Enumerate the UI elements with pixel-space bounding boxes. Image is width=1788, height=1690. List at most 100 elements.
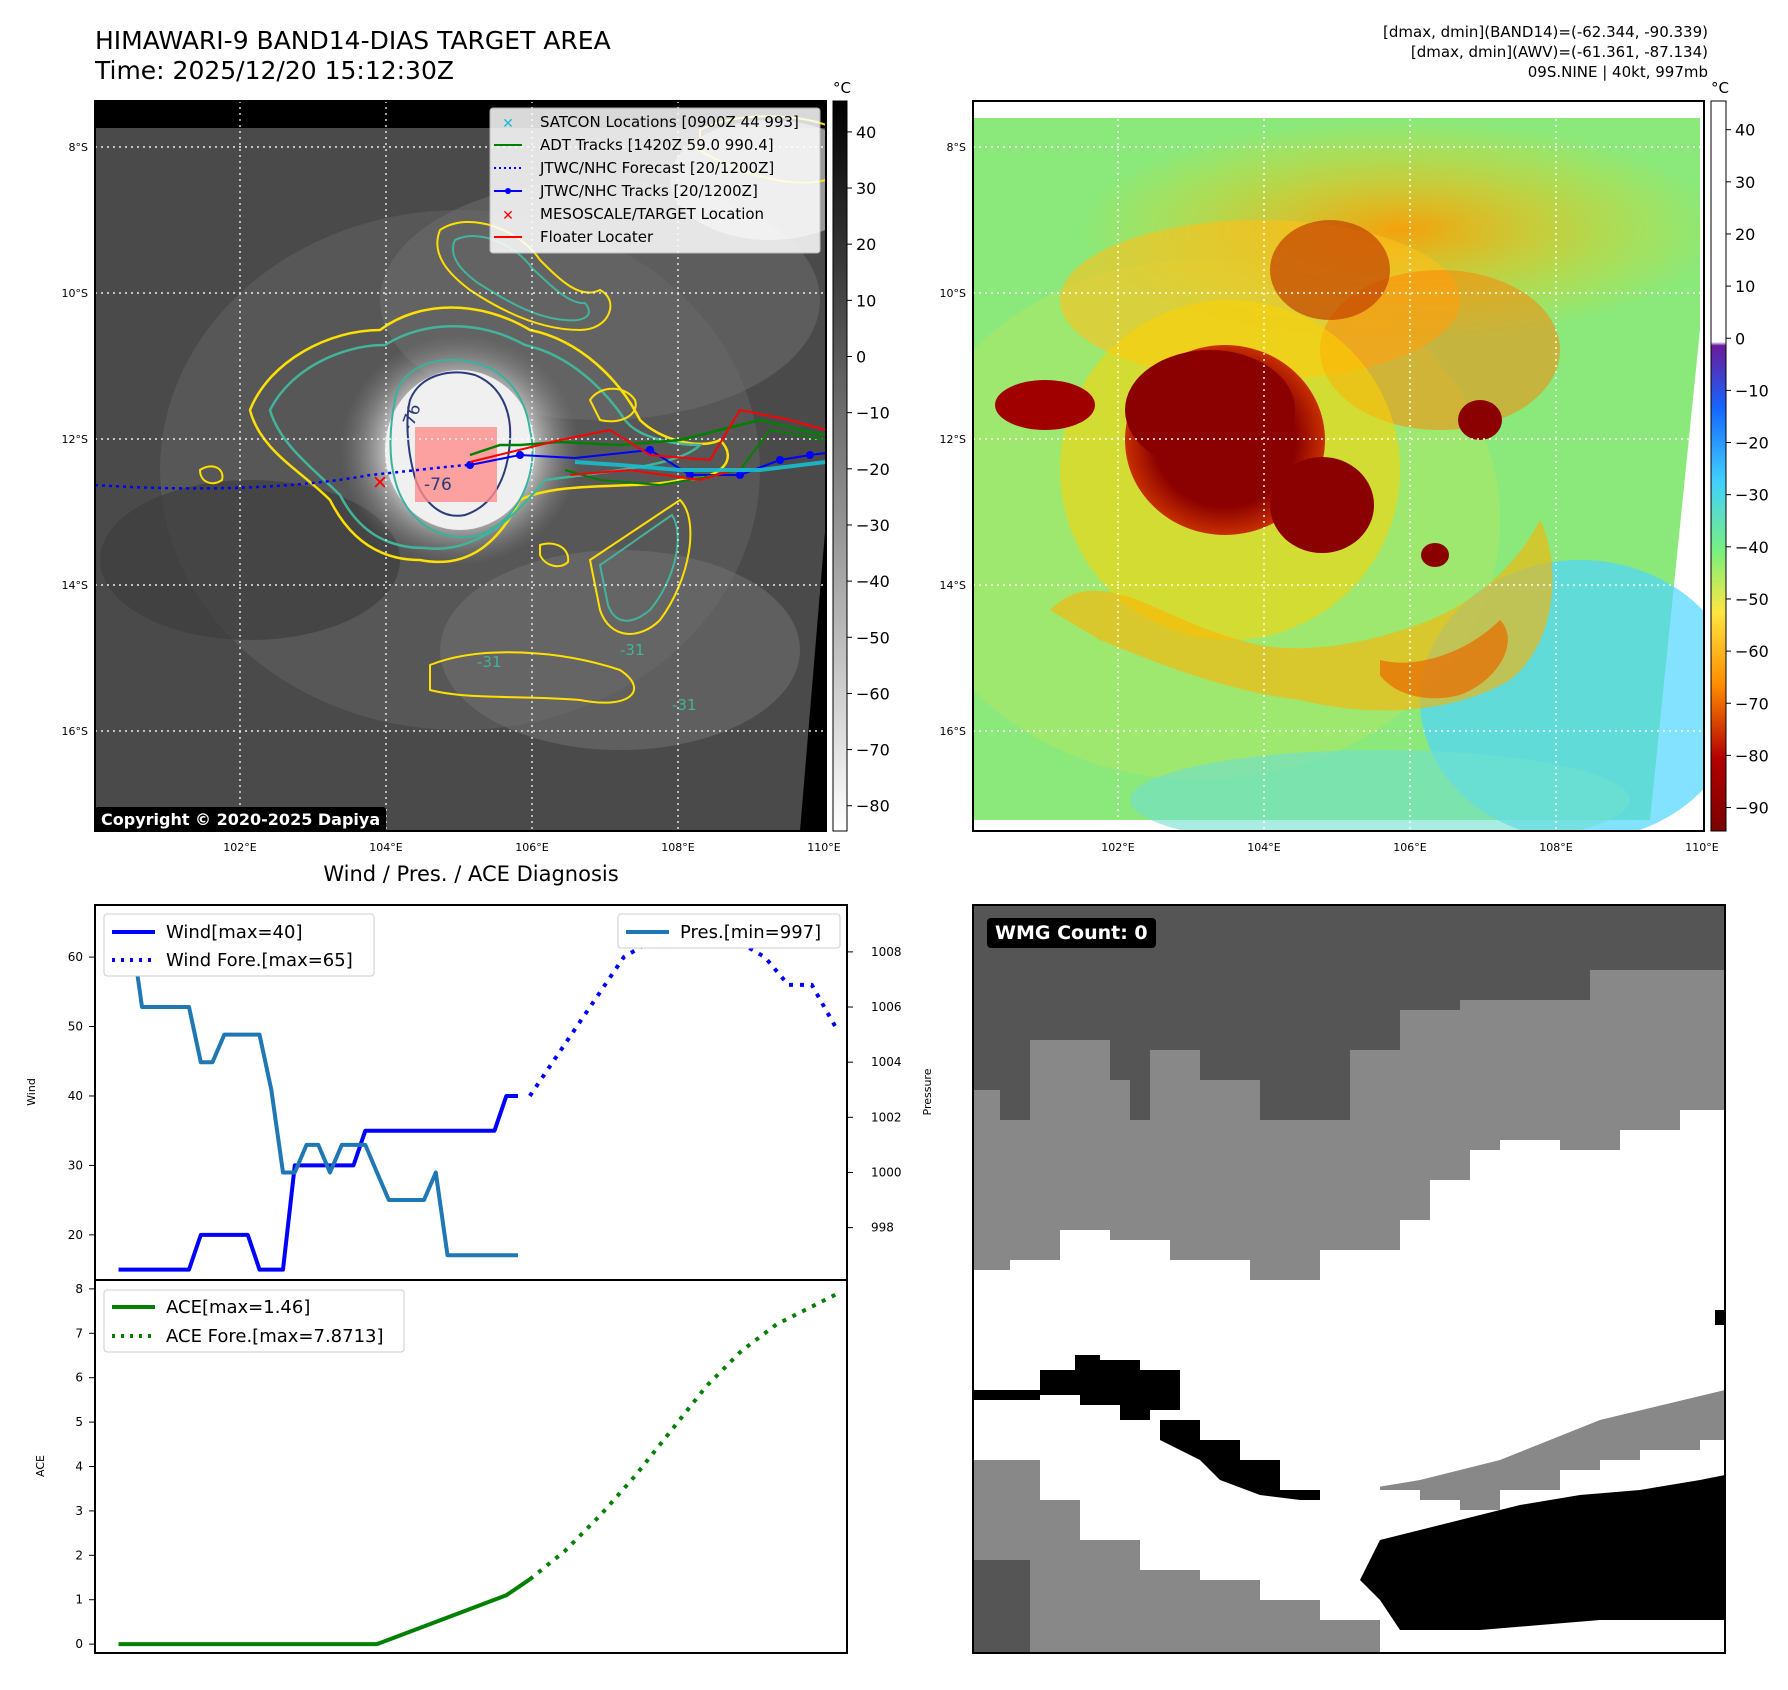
ace-legend: ACE[max=1.46] ACE Fore.[max=7.8713] [103,1289,405,1353]
colorbar-tick: 30 [856,179,876,198]
lat-label: 12°S [62,433,88,446]
legend-label: SATCON Locations [0900Z 44 993] [540,113,799,131]
copyright-badge: Copyright © 2020-2025 Dapiya [95,807,387,832]
colorbar-tick: 30 [1735,173,1755,192]
colorbar-tick: −40 [1735,538,1769,557]
colorbar-tick: −20 [856,460,890,479]
lon-label: 110°E [807,841,840,854]
colorbar-tick: −80 [1735,746,1769,765]
ir-lon-labels: 102°E 104°E 106°E 108°E 110°E [223,841,840,854]
colorbar-tick: 10 [1735,277,1755,296]
lon-label: 108°E [661,841,694,854]
wmg-count-badge: WMG Count: 0 [987,918,1156,948]
colorbar-tick: 20 [856,235,876,254]
legend-row: JTWC/NHC Forecast [20/1200Z] [494,159,774,177]
y-tick-label: 0 [75,1637,83,1651]
colorbar-tick: −90 [1735,799,1769,818]
ace-chart: 8 7 6 5 4 3 2 1 0 ACE ACE[max=1.46] ACE Fore.[ma… [34,1279,848,1654]
info-line-3: 09S.NINE | 40kt, 997mb [1527,63,1708,81]
legend-entry: ACE Fore.[max=7.8713] [166,1326,384,1347]
legend-entry: Pres.[min=997] [680,922,821,943]
colorbar-tick: −10 [856,404,890,423]
colorbar-tick: −50 [1735,590,1769,609]
legend-row: ✕ SATCON Locations [0900Z 44 993] [502,113,799,132]
lat-label: 12°S [940,433,966,446]
colorbar-tick: −40 [856,572,890,591]
colorbar-unit: °C [833,79,851,97]
lat-label: 14°S [940,579,966,592]
lat-label: 16°S [940,725,966,738]
lon-label: 106°E [515,841,548,854]
wind-axis-label: Wind [25,1078,38,1106]
title-line-2: Time: 2025/12/20 15:12:30Z [95,56,454,85]
lon-label: 102°E [1101,841,1134,854]
lon-label: 108°E [1539,841,1572,854]
pressure-legend: Pres.[min=997] [617,913,841,949]
contour-label: -31 [620,641,645,659]
colorbar-tick: −70 [1735,694,1769,713]
y-tick-label: 30 [68,1158,83,1172]
mesoscale-target-marker: ✕ [372,472,388,494]
floater-track [469,408,826,463]
y-tick-label: 50 [68,1020,83,1034]
adt-track [469,418,826,457]
legend-label: JTWC/NHC Forecast [20/1200Z] [539,159,774,177]
colorbar-tick: −60 [856,684,890,703]
legend-row: JTWC/NHC Tracks [20/1200Z] [494,182,758,200]
wmg-panel [972,904,1726,1654]
lat-label: 8°S [69,141,88,154]
contour-label: -76 [424,475,452,495]
legend-label: MESOSCALE/TARGET Location [540,205,764,223]
storm-info: [dmax, dmin](BAND14)=(-62.344, -90.339) … [1383,22,1708,82]
colorbar-tick: −60 [1735,642,1769,661]
figure-title: HIMAWARI-9 BAND14-DIAS TARGET AREA Time:… [95,26,611,86]
lon-label: 110°E [1685,841,1718,854]
y-tick-label-right: 1000 [871,1165,902,1179]
series-line [118,1577,531,1647]
series-line [118,922,518,1258]
colorbar-unit: °C [1711,79,1729,97]
lon-label: 106°E [1393,841,1426,854]
y-tick-label: 4 [75,1460,83,1474]
lat-label: 14°S [62,579,88,592]
legend-row: Floater Locater [494,228,654,246]
colorbar-tick: −80 [856,797,890,816]
y-tick-label-right: 1002 [871,1110,902,1124]
colorbar-tick: 0 [1735,329,1745,348]
colorbar-tick: 10 [856,291,876,310]
colorbar-tick: −10 [1735,381,1769,400]
ir-map-legend: ✕ SATCON Locations [0900Z 44 993] ADT Trac… [489,107,821,254]
y-tick-label-right: 998 [871,1221,894,1235]
lon-label: 104°E [369,841,402,854]
y-tick-label: 5 [75,1415,83,1429]
jtwc-forecast-track [95,463,471,490]
contour-label: -31 [477,653,502,671]
dias-map-panel [972,100,1705,832]
legend-label: ADT Tracks [1420Z 59.0 990.4] [540,136,774,154]
colorbar-tick: −20 [1735,434,1769,453]
y-tick-label: 8 [75,1282,83,1296]
colorbar-tick: −30 [1735,486,1769,505]
legend-row: ADT Tracks [1420Z 59.0 990.4] [494,136,774,154]
legend-entry: ACE[max=1.46] [166,1297,310,1318]
legend-dot-icon [505,188,511,194]
legend-label: Floater Locater [540,228,654,246]
wind-legend: Wind[max=40] Wind Fore.[max=65] [103,913,375,977]
y-tick-label-right: 1008 [871,945,902,959]
y-tick-label: 40 [68,1089,83,1103]
legend-marker-icon: ✕ [502,208,514,224]
y-tick-label: 60 [68,950,83,964]
colorbar-tick: 40 [856,123,876,142]
info-line-1: [dmax, dmin](BAND14)=(-62.344, -90.339) [1383,23,1708,41]
colorbar-tick: −70 [856,741,890,760]
pressure-axis-label: Pressure [921,1068,934,1115]
y-tick-label: 6 [75,1371,83,1385]
lat-label: 10°S [62,287,88,300]
ir-colorbar: °C 40 30 20 10 0 −10 −20 −30 −40 −50 −60 −70 −80 [832,79,890,832]
y-tick-label: 1 [75,1593,83,1607]
legend-marker-icon: ✕ [502,116,514,132]
series-line [528,1292,837,1581]
y-tick-label: 7 [75,1326,83,1340]
lat-label: 10°S [940,287,966,300]
